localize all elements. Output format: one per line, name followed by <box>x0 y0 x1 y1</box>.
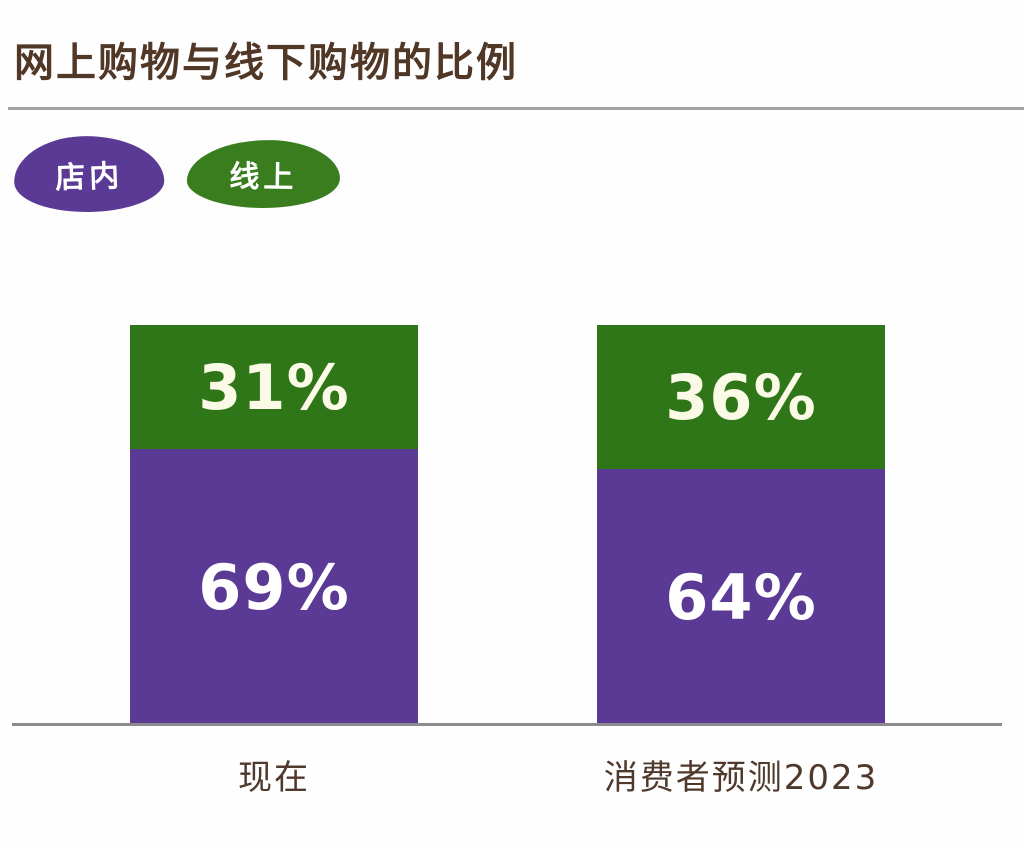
bar-value-label-instore: 64% <box>665 560 817 634</box>
x-axis-line <box>12 723 1002 726</box>
bar-segment-online: 31% <box>130 325 418 449</box>
legend-item-online: 线上 <box>186 138 341 210</box>
bar-segment-instore: 69% <box>130 449 418 725</box>
x-axis-label-now: 现在 <box>238 758 310 798</box>
bar-value-label-online: 31% <box>198 350 350 424</box>
bar-group-forecast: 36% 64% <box>597 325 885 725</box>
bar-segment-online: 36% <box>597 325 885 469</box>
legend-item-instore: 店内 <box>12 133 166 215</box>
legend-label-instore: 店内 <box>54 158 124 197</box>
bar-segment-instore: 64% <box>597 469 885 725</box>
legend-label-online: 线上 <box>229 159 298 196</box>
bar-group-now: 31% 69% <box>130 325 418 725</box>
bar-value-label-instore: 69% <box>198 550 350 624</box>
title-divider <box>8 107 1024 110</box>
x-axis-label-forecast: 消费者预测2023 <box>603 758 879 798</box>
page-title: 网上购物与线下购物的比例 <box>14 40 518 86</box>
bar-value-label-online: 36% <box>665 360 817 434</box>
